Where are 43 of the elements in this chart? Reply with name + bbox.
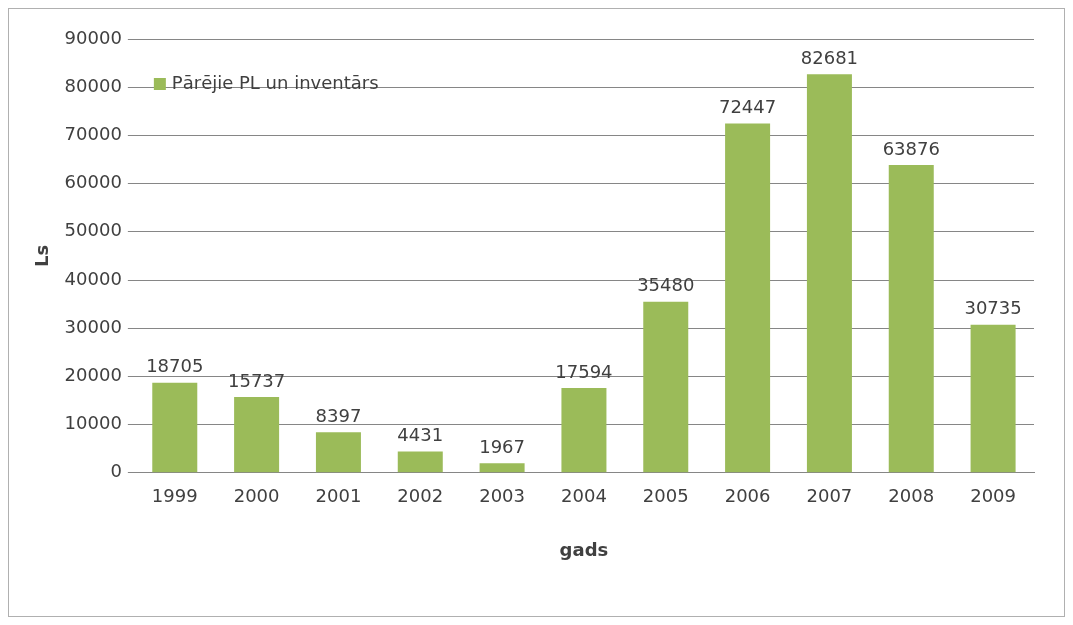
y-tick-label: 70000 (64, 123, 122, 145)
data-label: 72447 (718, 96, 777, 118)
x-axis-title: gads (559, 538, 609, 560)
bar (315, 432, 361, 473)
x-tick-label: 2001 (315, 485, 362, 507)
data-label: 1967 (479, 435, 526, 457)
bar (643, 301, 689, 473)
y-tick-label: 10000 (64, 412, 122, 434)
y-tick-label: 40000 (64, 267, 122, 289)
bar (970, 324, 1016, 473)
data-label: 18705 (146, 355, 204, 377)
x-tick-label: 2004 (561, 485, 607, 507)
bar (806, 74, 852, 473)
bar (234, 396, 280, 473)
data-label: 8397 (315, 405, 362, 426)
y-tick-label: 30000 (64, 315, 122, 337)
data-label: 82681 (800, 46, 859, 68)
data-label: 35480 (637, 274, 695, 296)
bar (479, 463, 525, 473)
y-tick-label: 60000 (64, 171, 122, 193)
y-tick-label: 20000 (64, 364, 122, 386)
bar (152, 382, 198, 473)
x-tick-label: 2005 (642, 485, 689, 507)
bar (561, 388, 607, 473)
y-tick-label: 0 (110, 460, 122, 482)
bar (888, 164, 934, 473)
y-tick-label: 50000 (64, 219, 122, 241)
data-label: 4431 (397, 424, 444, 446)
x-tick-label: 2008 (888, 485, 935, 507)
x-tick-label: 2000 (233, 485, 280, 507)
x-tick-label: 2006 (724, 485, 771, 507)
data-label: 63876 (882, 137, 940, 159)
x-tick-label: 2009 (970, 485, 1016, 507)
x-tick-label: 2003 (479, 485, 526, 507)
x-tick-label: 2002 (397, 485, 444, 507)
x-tick-label: 1999 (151, 485, 198, 507)
data-label: 30735 (964, 297, 1022, 319)
y-tick-label: 90000 (64, 26, 122, 48)
y-tick-label: 80000 (64, 74, 122, 96)
bar (725, 123, 771, 473)
x-tick-label: 2007 (806, 485, 853, 507)
y-axis-title: Ls (31, 244, 53, 267)
bar (397, 451, 443, 473)
